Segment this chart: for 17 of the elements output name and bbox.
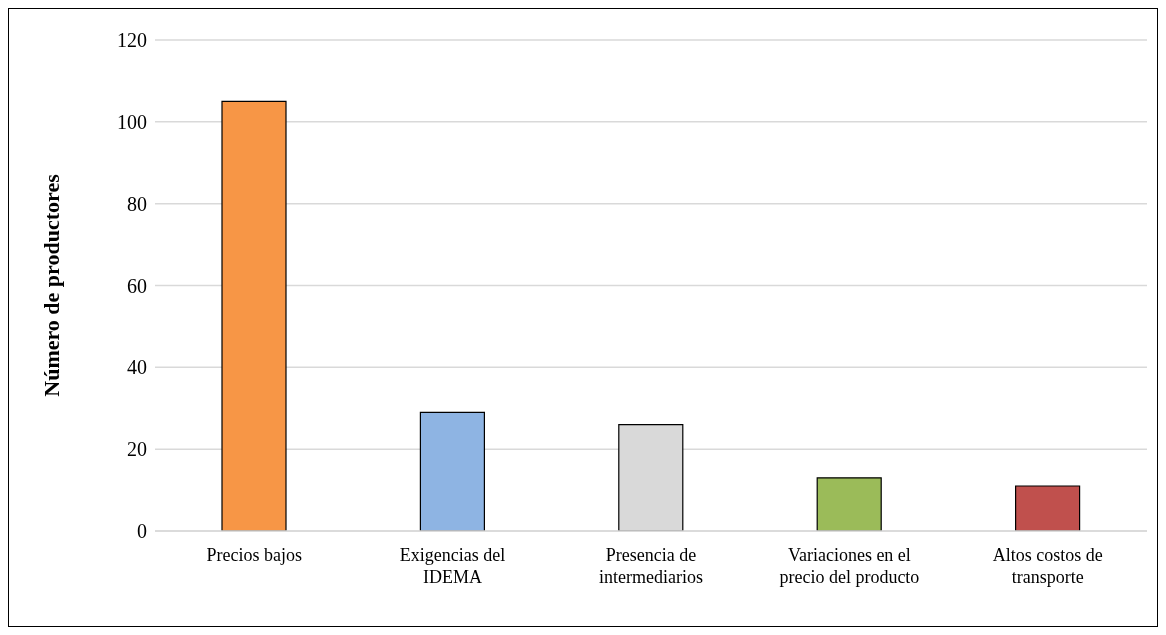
bar — [816, 477, 882, 531]
y-tick-label: 120 — [117, 29, 147, 52]
x-tick-label: Presencia de intermediarios — [599, 545, 703, 587]
y-tick-label: 40 — [127, 356, 147, 379]
x-tick-label: Variaciones en el precio del producto — [779, 545, 920, 587]
x-tick-label: Altos costos de transporte — [992, 545, 1103, 587]
bar — [221, 100, 287, 531]
y-tick-label: 20 — [127, 438, 147, 461]
y-tick-label: 80 — [127, 192, 147, 215]
y-tick-label: 60 — [127, 274, 147, 297]
y-tick-label: 100 — [117, 110, 147, 133]
y-axis-title: Número de productores — [39, 173, 65, 397]
bar — [419, 411, 485, 531]
x-tick-label: Exigencias del IDEMA — [399, 545, 506, 587]
x-tick-label: Precios bajos — [206, 545, 302, 565]
bar — [1015, 485, 1081, 531]
y-tick-label: 0 — [137, 520, 147, 543]
